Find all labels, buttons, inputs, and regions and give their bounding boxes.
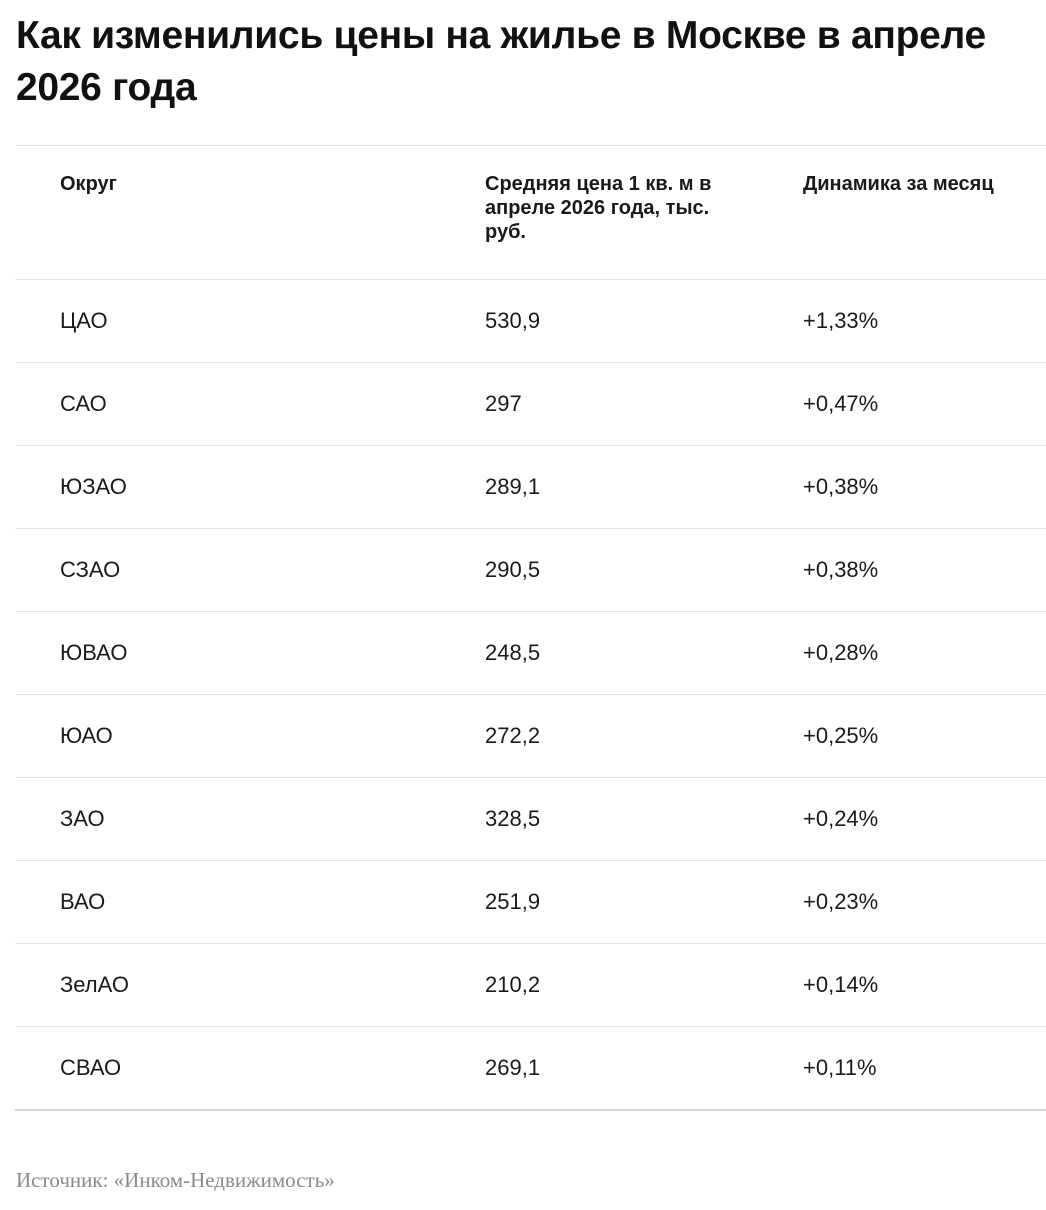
source-note: Источник: «Инком-Недвижимость» [16, 1168, 335, 1192]
price-cell: 328,5 [485, 806, 541, 831]
change-cell: +0,24% [803, 806, 879, 831]
table-row: САО 297 +0,47% [15, 363, 1046, 446]
district-cell: ЗАО [60, 806, 105, 831]
change-cell: +0,47% [803, 391, 879, 416]
price-cell: 269,1 [485, 1055, 541, 1080]
table-row: ЮЗАО 289,1 +0,38% [15, 446, 1046, 529]
change-cell: +0,23% [803, 889, 879, 914]
price-cell: 248,5 [485, 640, 541, 665]
column-header-change: Динамика за месяц [803, 173, 994, 195]
table-row: ЗелАО 210,2 +0,14% [15, 944, 1046, 1027]
price-cell: 210,2 [485, 972, 541, 997]
table-row: ЗАО 328,5 +0,24% [15, 778, 1046, 861]
price-table: Округ Средняя цена 1 кв. м в апреле 2026… [15, 145, 1046, 1111]
district-cell: ЗелАО [60, 972, 129, 997]
price-cell: 289,1 [485, 474, 541, 499]
price-cell: 272,2 [485, 723, 541, 748]
district-cell: ЮАО [60, 723, 113, 748]
price-cell: 251,9 [485, 889, 541, 914]
district-cell: ВАО [60, 889, 106, 914]
district-cell: САО [60, 391, 107, 416]
table-row: ЮВАО 248,5 +0,28% [15, 612, 1046, 695]
price-cell: 297 [485, 391, 522, 416]
change-cell: +0,25% [803, 723, 879, 748]
page-title: Как изменились цены на жилье в Москве в … [16, 14, 986, 109]
change-cell: +0,38% [803, 557, 879, 582]
change-cell: +0,11% [803, 1055, 877, 1080]
district-cell: ЮЗАО [60, 474, 127, 499]
table-row: ЦАО 530,9 +1,33% [15, 280, 1046, 363]
change-cell: +0,28% [803, 640, 879, 665]
table-row: ЮАО 272,2 +0,25% [15, 695, 1046, 778]
district-cell: СВАО [60, 1055, 122, 1080]
district-cell: ЮВАО [60, 640, 128, 665]
column-header-price: Средняя цена 1 кв. м в апреле 2026 года,… [485, 173, 712, 243]
change-cell: +0,38% [803, 474, 879, 499]
column-header-district: Округ [60, 173, 117, 195]
table-row: СЗАО 290,5 +0,38% [15, 529, 1046, 612]
district-cell: СЗАО [60, 557, 121, 582]
table-row: СВАО 269,1 +0,11% [15, 1027, 1046, 1111]
price-cell: 290,5 [485, 557, 541, 582]
change-cell: +1,33% [803, 308, 879, 333]
table-row: ВАО 251,9 +0,23% [15, 861, 1046, 944]
price-cell: 530,9 [485, 308, 541, 333]
change-cell: +0,14% [803, 972, 879, 997]
district-cell: ЦАО [60, 308, 108, 333]
table-header: Округ Средняя цена 1 кв. м в апреле 2026… [15, 146, 1046, 280]
